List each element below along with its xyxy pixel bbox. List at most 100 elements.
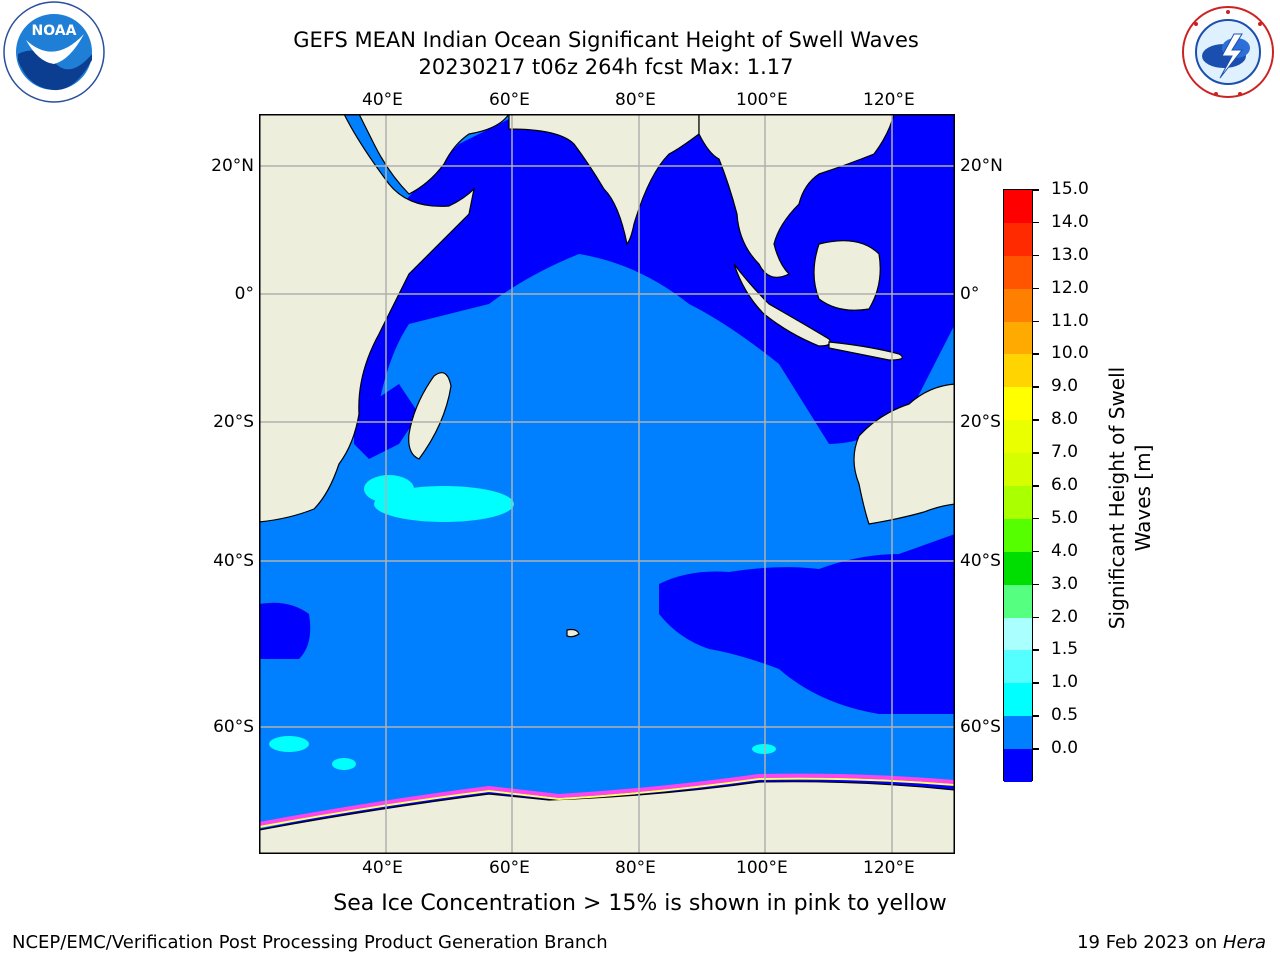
colorbar-segment — [1004, 354, 1032, 388]
colorbar-tick-mark — [1033, 287, 1039, 290]
land-java — [828, 341, 903, 361]
colorbar-tick-mark — [1033, 189, 1039, 191]
footer-date: 19 Feb 2023 on Hera — [1077, 932, 1266, 953]
noaa-logo: NOAA — [0, 0, 110, 110]
land-indochina — [698, 114, 895, 278]
colorbar-segment — [1004, 453, 1032, 487]
colorbar-segment — [1004, 551, 1032, 586]
colorbar-tick-mark — [1033, 682, 1039, 684]
colorbar — [1003, 189, 1033, 783]
colorbar-tick-mark — [1033, 320, 1039, 323]
colorbar-tick-label: 1.5 — [1051, 639, 1079, 660]
lat-label-right-20s: 20°S — [960, 412, 1001, 432]
lon-label-top-40e: 40°E — [362, 90, 403, 110]
colorbar-segment — [1004, 617, 1032, 651]
colorbar-tick-mark — [1033, 386, 1039, 388]
lon-label-top-60e: 60°E — [489, 90, 530, 110]
lat-label-right-40s: 40°S — [960, 551, 1001, 571]
land-antarctica — [259, 781, 955, 854]
lat-label-right-60s: 60°S — [960, 717, 1001, 737]
colorbar-tick-mark — [1033, 221, 1039, 224]
lon-label-bottom-40e: 40°E — [362, 858, 403, 878]
lat-label-left-60s: 60°S — [213, 717, 254, 737]
colorbar-segment — [1004, 321, 1032, 355]
colorbar-tick-label: 0.5 — [1051, 705, 1079, 726]
colorbar-tick-label: 7.0 — [1051, 442, 1079, 463]
colorbar-tick-label: 12.0 — [1051, 277, 1089, 298]
lon-label-bottom-100e: 100°E — [736, 858, 788, 878]
colorbar-tick-mark — [1033, 583, 1039, 586]
map-border — [259, 114, 955, 854]
colorbar-tick-mark — [1033, 353, 1039, 355]
land-kerguelen — [566, 628, 580, 638]
colorbar-tick-label: 5.0 — [1051, 507, 1079, 528]
colorbar-tick-label: 6.0 — [1051, 475, 1079, 495]
colorbar-tick-label: 10.0 — [1051, 343, 1089, 364]
colorbar-label-line1: Significant Height of Swell — [1105, 366, 1129, 630]
colorbar-tick-mark — [1033, 616, 1039, 619]
colorbar-tick-label: 9.0 — [1051, 376, 1079, 397]
colorbar-label-line2: Waves [m] — [1131, 444, 1155, 552]
chart-title-line2: 20230217 t06z 264h fcst Max: 1.17 — [418, 55, 794, 79]
colorbar-tick-label: 2.0 — [1051, 606, 1079, 627]
land-madagascar — [408, 372, 452, 460]
colorbar-tick-mark — [1033, 550, 1039, 553]
low-swell-southeast — [659, 534, 955, 714]
land-india — [508, 114, 700, 246]
swell-height-map — [259, 114, 955, 854]
footer-host: Hera — [1222, 932, 1266, 953]
sea-ice-note: Sea Ice Concentration > 15% is shown in … — [333, 891, 947, 916]
colorbar-tick-mark — [1033, 649, 1039, 651]
colorbar-tick-mark — [1033, 517, 1039, 520]
colorbar-ticks: 15.0 14.0 13.0 12.0 11.0 10.0 9.0 8.0 7.0 6.0 5.0 4… — [1033, 179, 1113, 781]
colorbar-tick-label: 1.0 — [1051, 672, 1079, 693]
colorbar-tick-mark — [1033, 452, 1039, 454]
lon-label-bottom-60e: 60°E — [489, 858, 530, 878]
colorbar-tick-label: 14.0 — [1051, 211, 1089, 232]
noaa-logo-text: NOAA — [32, 23, 77, 39]
land-borneo — [813, 240, 881, 311]
colorbar-tick-label: 0.0 — [1051, 738, 1079, 759]
lat-label-right-20n: 20°N — [960, 156, 1003, 176]
colorbar-tick-label: 15.0 — [1051, 179, 1089, 199]
colorbar-tick-mark — [1033, 485, 1039, 487]
colorbar-tick-mark — [1033, 748, 1039, 750]
colorbar-tick-label: 3.0 — [1051, 573, 1079, 594]
lon-label-bottom-80e: 80°E — [615, 858, 656, 878]
lat-label-left-40s: 40°S — [213, 551, 254, 571]
footer-producer: NCEP/EMC/Verification Post Processing Pr… — [12, 932, 608, 953]
colorbar-tick-mark — [1033, 715, 1039, 717]
swell-cyan-patch-3 — [269, 736, 309, 752]
colorbar-segment — [1004, 650, 1032, 684]
lon-label-top-100e: 100°E — [736, 90, 788, 110]
colorbar-tick-label: 13.0 — [1051, 244, 1089, 265]
swell-cyan-patch-4 — [332, 758, 356, 770]
colorbar-segment — [1004, 584, 1032, 619]
lon-label-top-80e: 80°E — [615, 90, 656, 110]
nws-logo — [1176, 4, 1280, 100]
colorbar-tick-label: 8.0 — [1051, 409, 1079, 430]
chart-title-line1: GEFS MEAN Indian Ocean Significant Heigh… — [293, 28, 919, 52]
colorbar-segment — [1004, 420, 1032, 454]
land-australia — [853, 383, 955, 525]
swell-cyan-patch-2 — [364, 475, 414, 503]
colorbar-tick-mark — [1033, 254, 1039, 257]
map-grid — [259, 114, 955, 854]
colorbar-tick-label: 11.0 — [1051, 310, 1089, 331]
colorbar-segment — [1004, 255, 1032, 290]
colorbar-segment — [1004, 749, 1032, 783]
colorbar-segment — [1004, 288, 1032, 323]
swell-cyan-patch-5 — [752, 744, 776, 754]
lat-label-left-20s: 20°S — [213, 412, 254, 432]
colorbar-segment — [1004, 486, 1032, 520]
colorbar-tick-mark — [1033, 419, 1039, 421]
sea-ice-edge-yellow — [259, 777, 955, 828]
colorbar-label: Significant Height of Swell Waves [m] — [1104, 348, 1156, 648]
lon-label-bottom-120e: 120°E — [863, 858, 915, 878]
colorbar-segment — [1004, 190, 1032, 224]
low-swell-north — [354, 114, 955, 444]
lon-label-top-120e: 120°E — [863, 90, 915, 110]
colorbar-tick-label: 4.0 — [1051, 540, 1079, 561]
land-arabia — [358, 114, 510, 195]
sea-ice-edge-pink — [259, 773, 955, 826]
